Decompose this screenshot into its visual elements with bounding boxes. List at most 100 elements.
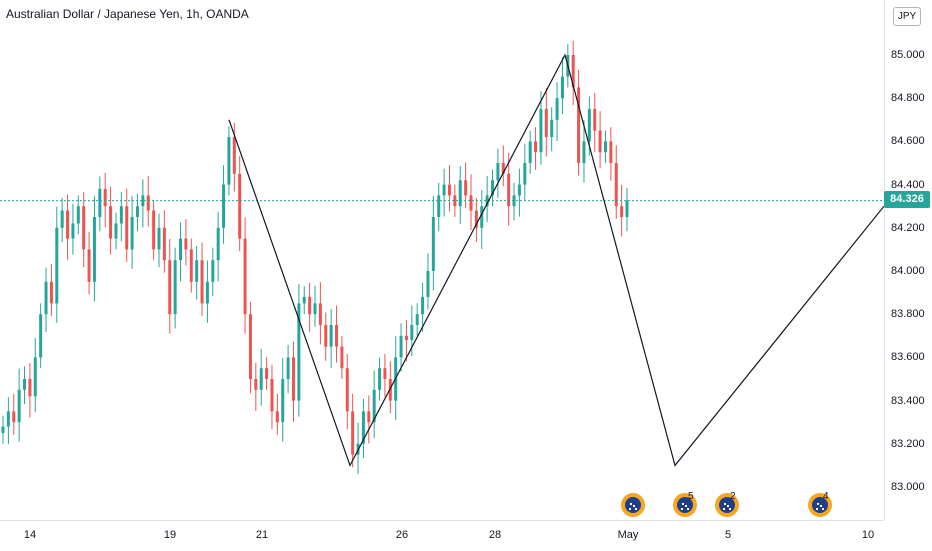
candle-body xyxy=(577,87,581,163)
event-count: 4 xyxy=(823,491,829,502)
candle-body xyxy=(421,296,425,315)
candle-body xyxy=(426,271,430,297)
zigzag-pattern-drawing[interactable] xyxy=(228,53,884,467)
candle-body xyxy=(248,314,252,379)
price-chart[interactable] xyxy=(0,0,884,520)
time-tick-label: 21 xyxy=(255,529,269,541)
candle-body xyxy=(491,180,495,196)
candle-body xyxy=(103,188,107,207)
candle-body xyxy=(329,325,333,347)
candle-body xyxy=(345,368,349,412)
time-tick-label: 28 xyxy=(488,529,502,541)
candle-body xyxy=(281,379,285,423)
candle-body xyxy=(152,210,156,250)
price-tick-label: 84.400 xyxy=(891,178,925,191)
candle-body xyxy=(351,411,355,455)
candle-body xyxy=(205,281,209,304)
candle-body xyxy=(437,195,441,217)
candle-body xyxy=(92,217,96,282)
candle-body xyxy=(1,426,5,433)
candle-body xyxy=(517,184,521,196)
economic-event-badge[interactable] xyxy=(621,493,645,517)
candle-body xyxy=(109,206,113,239)
candle-body xyxy=(383,368,387,379)
candle-body xyxy=(39,314,43,358)
candle-body xyxy=(238,173,242,239)
economic-event-badge[interactable]: 2 xyxy=(715,491,739,517)
price-tick-label: 83.800 xyxy=(891,308,925,321)
time-tick-label: 26 xyxy=(395,529,409,541)
aud-flag-icon xyxy=(812,497,828,513)
chart-title: Australian Dollar / Japanese Yen, 1h, OA… xyxy=(6,7,249,21)
price-tick-label: 84.600 xyxy=(891,135,925,148)
candle-body xyxy=(313,303,317,315)
candle-body xyxy=(560,76,564,99)
candle-body xyxy=(625,200,629,217)
candle-body xyxy=(135,206,139,217)
candle-body xyxy=(453,195,457,207)
time-axis[interactable]: 14 19 21 26 28 May 5 10 xyxy=(0,520,884,551)
candle-body xyxy=(308,296,312,315)
candle-body xyxy=(114,223,118,239)
candle-body xyxy=(399,335,403,358)
candle-body xyxy=(243,238,247,315)
candle-body xyxy=(12,411,16,423)
aud-flag-icon xyxy=(719,497,735,513)
candle-body xyxy=(44,281,48,315)
candle-body xyxy=(173,260,177,315)
candle-body xyxy=(614,163,618,207)
event-count: 5 xyxy=(688,491,694,502)
price-tick-label: 84.000 xyxy=(891,265,925,277)
last-price-label: 84.326 xyxy=(884,191,930,208)
candle-body xyxy=(501,163,505,174)
candle-body xyxy=(184,238,188,250)
candle-body xyxy=(480,206,484,228)
candle-body xyxy=(66,210,70,239)
candle-body xyxy=(216,227,220,261)
candle-body xyxy=(49,281,53,304)
aud-flag-icon xyxy=(625,497,641,513)
candle-body xyxy=(474,210,478,228)
candle-body xyxy=(367,411,371,423)
candle-body xyxy=(582,141,586,163)
candle-body xyxy=(189,249,193,282)
candle-body xyxy=(130,217,134,250)
candle-body xyxy=(340,346,344,369)
candle-body xyxy=(82,206,86,250)
candle-body xyxy=(168,260,172,315)
candle-body xyxy=(324,325,328,347)
candle-body xyxy=(254,379,258,390)
candle-body xyxy=(146,195,150,211)
candle-body xyxy=(318,303,322,325)
candle-body xyxy=(23,379,27,390)
candle-body xyxy=(571,55,575,88)
candle-body xyxy=(179,238,183,261)
candle-body xyxy=(302,296,306,304)
candle-body xyxy=(119,206,123,224)
price-axis[interactable]: 85.000 84.800 84.600 84.400 84.200 84.000 83.8… xyxy=(884,0,932,520)
candle-body xyxy=(598,130,602,153)
candle-body xyxy=(6,411,10,427)
candle-body xyxy=(211,260,215,282)
candle-body xyxy=(157,227,161,250)
time-tick-label: 19 xyxy=(163,529,177,541)
candle-body xyxy=(125,206,129,250)
time-tick-label: 5 xyxy=(724,529,732,541)
economic-event-badge[interactable]: 5 xyxy=(673,491,697,517)
price-tick-label: 83.400 xyxy=(891,394,925,407)
candle-body xyxy=(286,357,290,379)
price-tick-label: 83.200 xyxy=(891,437,925,450)
candle-body xyxy=(200,260,204,304)
candle-body xyxy=(507,173,511,207)
candle-body xyxy=(17,389,21,423)
candle-body xyxy=(534,141,538,153)
chart-pane[interactable]: Australian Dollar / Japanese Yen, 1h, OA… xyxy=(0,0,884,520)
economic-event-badge[interactable]: 4 xyxy=(808,491,832,517)
candle-body xyxy=(544,109,548,138)
candles-layer xyxy=(1,40,629,475)
time-tick-label: May xyxy=(617,529,639,541)
candle-body xyxy=(464,180,468,196)
candle-body xyxy=(404,335,408,341)
candle-body xyxy=(87,249,91,282)
currency-button[interactable]: JPY xyxy=(893,7,921,26)
